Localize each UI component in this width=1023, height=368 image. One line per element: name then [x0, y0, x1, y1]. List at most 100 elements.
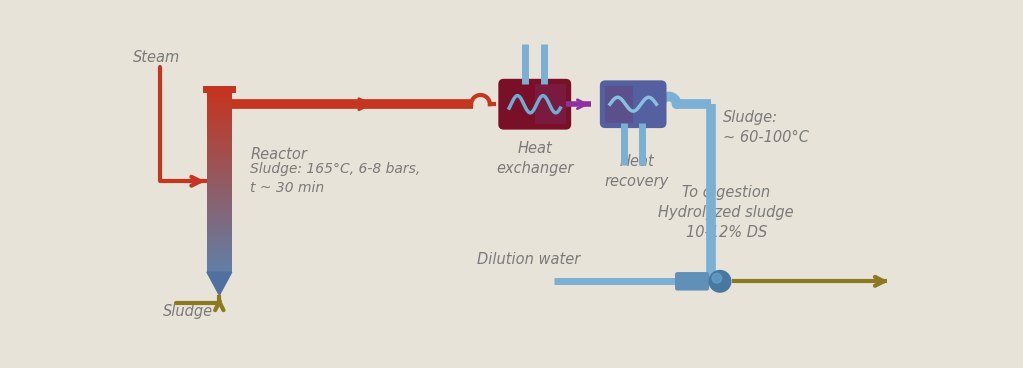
Bar — [207, 142, 232, 144]
FancyBboxPatch shape — [503, 119, 566, 120]
Bar — [207, 102, 232, 104]
Bar — [207, 95, 232, 97]
Bar — [207, 140, 232, 142]
Bar — [207, 225, 232, 227]
Bar — [207, 99, 232, 102]
Bar — [207, 183, 232, 185]
FancyBboxPatch shape — [503, 94, 566, 95]
Bar — [207, 270, 232, 272]
Bar — [207, 223, 232, 225]
Bar — [207, 117, 232, 120]
FancyBboxPatch shape — [503, 108, 566, 109]
FancyBboxPatch shape — [503, 122, 566, 123]
FancyBboxPatch shape — [503, 98, 566, 99]
Bar — [207, 155, 232, 158]
Bar — [207, 241, 232, 243]
Bar — [207, 169, 232, 171]
Bar — [207, 113, 232, 115]
FancyBboxPatch shape — [503, 118, 566, 119]
Bar — [207, 149, 232, 151]
FancyBboxPatch shape — [599, 80, 667, 128]
Bar — [207, 205, 232, 207]
Bar — [207, 256, 232, 259]
FancyBboxPatch shape — [606, 86, 633, 123]
Bar — [207, 180, 232, 183]
FancyBboxPatch shape — [503, 92, 566, 93]
Bar — [207, 167, 232, 169]
FancyBboxPatch shape — [503, 109, 566, 110]
Bar — [207, 261, 232, 263]
FancyBboxPatch shape — [535, 84, 566, 124]
Bar — [207, 259, 232, 261]
Bar — [207, 265, 232, 268]
FancyBboxPatch shape — [503, 112, 566, 113]
Bar — [207, 173, 232, 176]
FancyBboxPatch shape — [503, 97, 566, 98]
Bar — [207, 214, 232, 216]
FancyBboxPatch shape — [503, 117, 566, 118]
Bar — [207, 236, 232, 238]
FancyBboxPatch shape — [503, 93, 566, 94]
FancyBboxPatch shape — [503, 121, 566, 122]
FancyBboxPatch shape — [503, 91, 566, 92]
Text: Dilution water: Dilution water — [477, 252, 580, 268]
Bar — [207, 135, 232, 138]
Bar — [207, 104, 232, 106]
Bar — [207, 185, 232, 187]
Bar — [207, 194, 232, 196]
FancyBboxPatch shape — [503, 88, 566, 89]
Bar — [207, 247, 232, 250]
Bar — [207, 252, 232, 254]
Bar — [207, 198, 232, 200]
Bar — [207, 176, 232, 178]
Text: Heat
recovery: Heat recovery — [605, 154, 669, 189]
Bar — [207, 120, 232, 122]
Bar — [207, 171, 232, 173]
Circle shape — [709, 270, 730, 292]
Bar — [207, 138, 232, 140]
Polygon shape — [207, 272, 232, 295]
FancyBboxPatch shape — [503, 90, 566, 91]
FancyBboxPatch shape — [675, 272, 709, 291]
Bar — [207, 207, 232, 209]
Bar — [207, 243, 232, 245]
Bar — [207, 245, 232, 247]
FancyBboxPatch shape — [503, 103, 566, 104]
Bar — [207, 122, 232, 124]
FancyBboxPatch shape — [503, 87, 566, 88]
Bar — [207, 254, 232, 256]
Bar — [207, 106, 232, 108]
FancyBboxPatch shape — [498, 79, 571, 130]
Circle shape — [712, 273, 722, 283]
Text: Heat
exchanger: Heat exchanger — [496, 141, 574, 176]
FancyBboxPatch shape — [503, 89, 566, 90]
Bar — [207, 196, 232, 198]
Bar — [207, 153, 232, 155]
Bar — [203, 86, 235, 93]
Bar — [207, 128, 232, 131]
FancyBboxPatch shape — [503, 101, 566, 102]
Bar — [207, 162, 232, 164]
Bar — [207, 131, 232, 133]
Bar — [207, 238, 232, 241]
FancyBboxPatch shape — [503, 123, 566, 124]
Text: Sludge: Sludge — [163, 304, 213, 319]
Bar — [207, 227, 232, 230]
FancyBboxPatch shape — [503, 107, 566, 108]
FancyBboxPatch shape — [503, 85, 566, 86]
Bar — [207, 209, 232, 212]
FancyBboxPatch shape — [503, 100, 566, 101]
Text: Reactor: Reactor — [251, 146, 307, 162]
Bar — [207, 232, 232, 234]
FancyBboxPatch shape — [503, 86, 566, 87]
FancyBboxPatch shape — [503, 102, 566, 103]
Bar — [207, 108, 232, 111]
FancyBboxPatch shape — [503, 113, 566, 114]
Bar — [207, 124, 232, 126]
Bar — [207, 212, 232, 214]
Bar — [207, 146, 232, 149]
Bar — [207, 97, 232, 99]
Bar — [207, 202, 232, 205]
FancyBboxPatch shape — [503, 114, 566, 115]
Bar — [207, 115, 232, 117]
